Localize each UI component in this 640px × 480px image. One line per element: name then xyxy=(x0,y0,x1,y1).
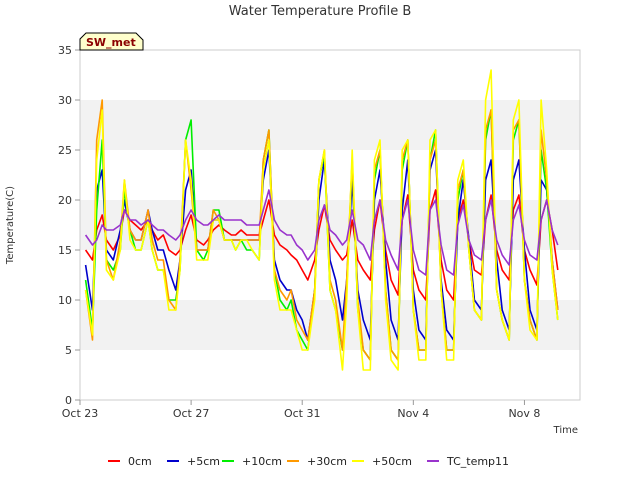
series-line-50cm xyxy=(84,69,559,371)
y-tick-label: 15 xyxy=(58,244,72,257)
station-tag-label: SW_met xyxy=(86,36,136,49)
series-layer xyxy=(84,69,559,371)
y-tick-label: 25 xyxy=(58,144,72,157)
x-tick-label: Nov 4 xyxy=(397,407,429,420)
y-tick-label: 20 xyxy=(58,194,72,207)
plot-frame xyxy=(79,49,581,401)
legend-label: +5cm xyxy=(187,455,220,468)
x-axis-label: Time xyxy=(553,425,578,436)
station-tag: SW_met xyxy=(79,32,144,51)
y-axis-ticks: 0 5 10 15 20 25 30 35 xyxy=(58,44,80,407)
series-line-5cm xyxy=(84,149,559,341)
legend: 0cm +5cm +10cm +30cm +50cm TC_temp11 xyxy=(108,455,509,468)
chart-title: Water Temperature Profile B xyxy=(229,4,412,19)
series-line-tc-temp11 xyxy=(84,189,559,276)
x-tick-label: Nov 8 xyxy=(508,407,540,420)
grid-bands xyxy=(80,100,580,350)
y-axis-label: Temperature(C) xyxy=(5,186,16,265)
station-tag-box xyxy=(79,32,144,51)
legend-label: TC_temp11 xyxy=(446,455,509,468)
legend-label: 0cm xyxy=(128,455,152,468)
y-tick-label: 30 xyxy=(58,94,72,107)
y-tick-label: 5 xyxy=(65,344,72,357)
y-tick-label: 35 xyxy=(58,44,72,57)
grid-band xyxy=(80,100,580,150)
legend-label: +50cm xyxy=(372,455,412,468)
legend-label: +10cm xyxy=(242,455,282,468)
x-tick-label: Oct 23 xyxy=(62,407,99,420)
grid-band xyxy=(80,300,580,350)
legend-label: +30cm xyxy=(307,455,347,468)
y-tick-label: 0 xyxy=(65,394,72,407)
series-line-0cm xyxy=(84,189,559,301)
x-tick-label: Oct 27 xyxy=(173,407,210,420)
y-tick-label: 10 xyxy=(58,294,72,307)
x-tick-label: Oct 31 xyxy=(284,407,321,420)
x-axis-ticks: Oct 23 Oct 27 Oct 31 Nov 4 Nov 8 xyxy=(62,400,540,420)
